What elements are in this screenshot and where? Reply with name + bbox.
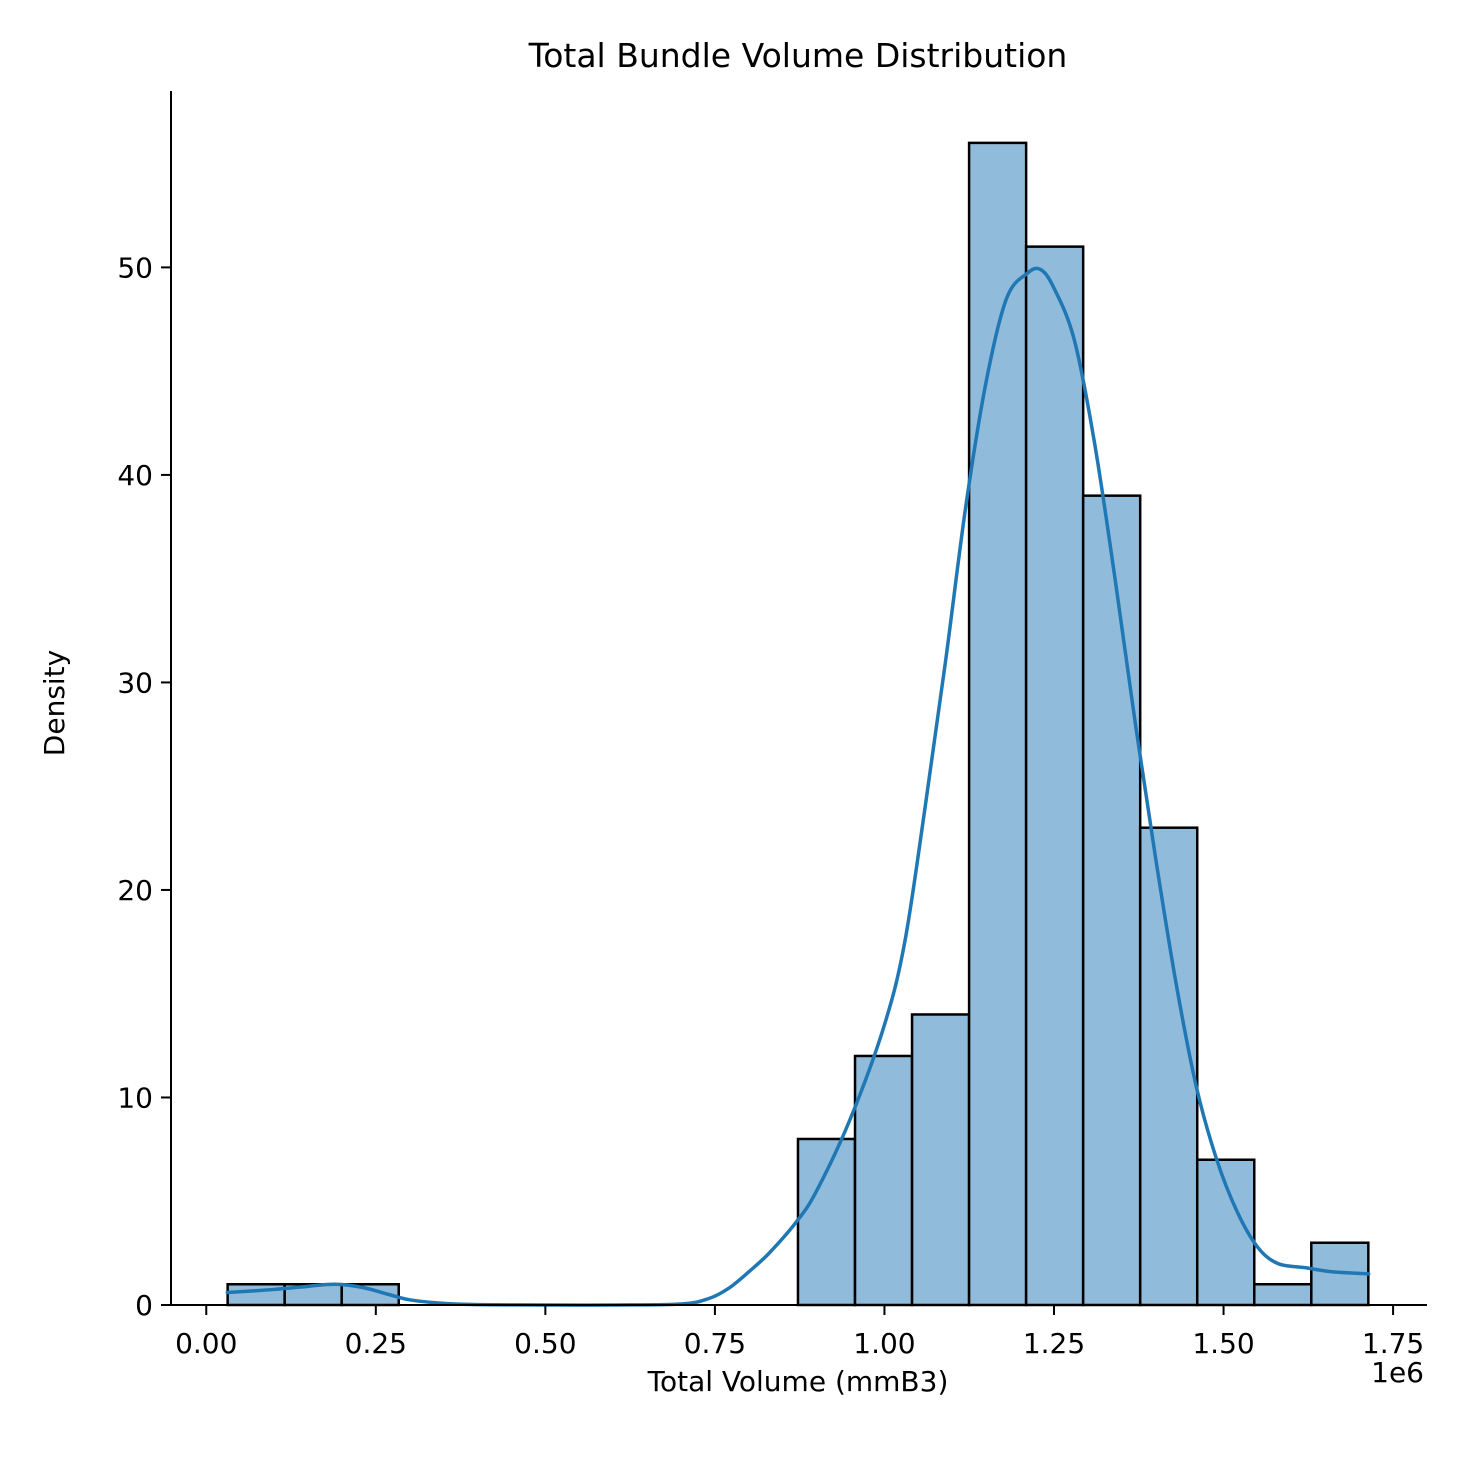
x-tick-label: 1.50 <box>1192 1327 1254 1360</box>
histogram-bars <box>226 141 1370 1307</box>
y-tick-label: 50 <box>117 251 153 284</box>
x-axis-ticks: 0.00 0.25 0.50 0.75 1.00 1.25 1.50 1.75 <box>175 1305 1424 1360</box>
histogram-bar <box>1138 826 1199 1307</box>
x-tick-label: 0.50 <box>514 1327 576 1360</box>
x-axis-label: Total Volume (mmB3) <box>647 1365 949 1398</box>
chart-title: Total Bundle Volume Distribution <box>528 36 1068 75</box>
histogram-bar <box>226 1282 286 1307</box>
histogram-bar <box>1253 1282 1313 1307</box>
histogram-bar <box>796 1137 857 1307</box>
x-axis-offset-label: 1e6 <box>1371 1356 1424 1389</box>
histogram-bar <box>1081 494 1142 1307</box>
histogram-bar <box>967 141 1028 1307</box>
histogram-bar <box>910 1013 971 1307</box>
y-tick-label: 40 <box>117 459 153 492</box>
x-tick-label: 1.25 <box>1023 1327 1085 1360</box>
x-tick-label: 0.75 <box>684 1327 746 1360</box>
x-tick-label: 1.75 <box>1362 1327 1424 1360</box>
y-tick-label: 0 <box>135 1289 153 1322</box>
y-axis-ticks: 0 10 20 30 40 50 <box>117 251 171 1322</box>
x-tick-label: 0.25 <box>345 1327 407 1360</box>
histogram-bar <box>853 1054 914 1307</box>
x-tick-label: 0.00 <box>175 1327 237 1360</box>
histogram-bar <box>1024 245 1085 1307</box>
x-tick-label: 1.00 <box>853 1327 915 1360</box>
y-tick-label: 30 <box>117 666 153 699</box>
y-tick-label: 20 <box>117 874 153 907</box>
y-axis-label: Density <box>38 650 71 756</box>
y-tick-label: 10 <box>117 1081 153 1114</box>
